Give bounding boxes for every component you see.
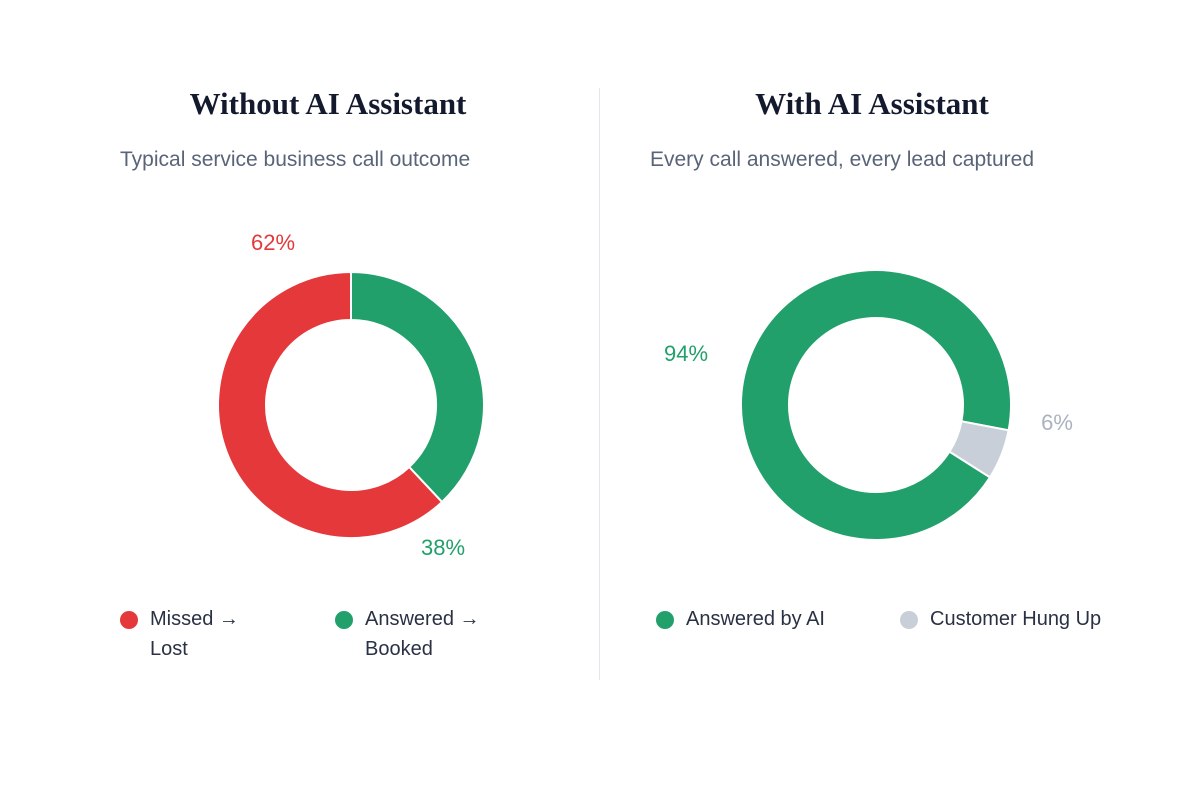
- chart-panel-without-ai: Without AI Assistant Typical service bus…: [120, 86, 505, 664]
- chart-subtitle: Every call answered, every lead captured: [650, 148, 1035, 171]
- data-label: 6%: [1041, 410, 1073, 435]
- chart-title: Without AI Assistant: [189, 86, 467, 121]
- legend-swatch: [120, 611, 138, 629]
- chart-title: With AI Assistant: [755, 86, 989, 121]
- donut-slice-customer-hung-up: [948, 420, 1010, 479]
- legend-swatch: [656, 611, 674, 629]
- data-label: 94%: [664, 341, 708, 366]
- legend-label: Missed → Lost: [150, 608, 239, 660]
- legend-swatch: [335, 611, 353, 629]
- donut-chart-without-ai: 62% 38%: [217, 230, 485, 560]
- chart-subtitle: Typical service business call outcome: [120, 148, 471, 171]
- data-label: 38%: [421, 535, 465, 560]
- legend-item-answered-by-ai: Answered by AI: [656, 604, 825, 634]
- panel-divider: [599, 88, 600, 680]
- legend-item-answered-booked: Answered → Booked: [335, 604, 505, 664]
- donut-chart-with-ai: 94% 6%: [664, 269, 1073, 541]
- donut-slice-missed-lost: [217, 270, 444, 539]
- data-label: 62%: [251, 230, 295, 255]
- legend-item-customer-hung-up: Customer Hung Up: [900, 604, 1101, 634]
- legend-label: Answered by AI: [686, 608, 825, 630]
- legend-label: Answered → Booked: [365, 608, 480, 660]
- legend-label: Customer Hung Up: [930, 608, 1102, 630]
- legend-swatch: [900, 611, 918, 629]
- chart-panel-with-ai: With AI Assistant Every call answered, e…: [600, 0, 1200, 800]
- legend-item-missed-lost: Missed → Lost: [120, 604, 260, 664]
- donut-slice-answered-by-ai: [740, 269, 1012, 541]
- donut-slice-answered-booked: [350, 270, 485, 504]
